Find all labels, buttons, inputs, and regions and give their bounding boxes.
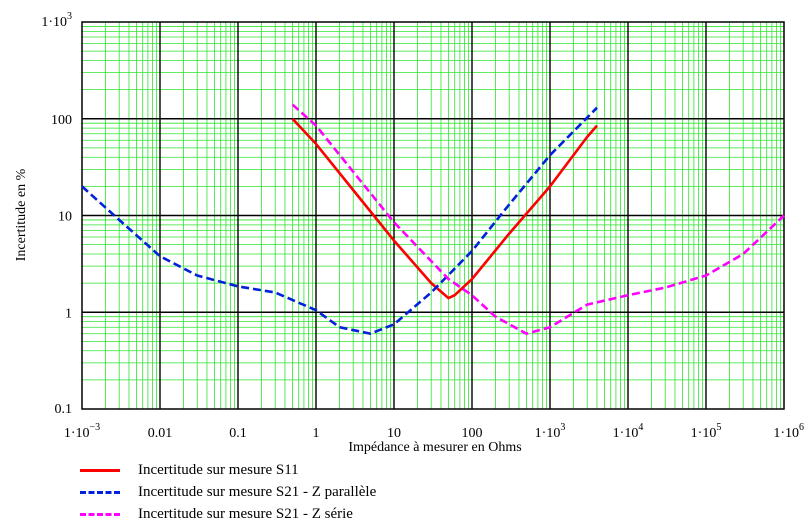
x-tick-label-base: 100 bbox=[462, 426, 483, 441]
x-tick-label: 1·106 bbox=[773, 422, 804, 441]
series-line-0 bbox=[291, 117, 598, 300]
x-tick-label: 10 bbox=[387, 426, 401, 441]
legend-label-s21-series: Incertitude sur mesure S21 - Z série bbox=[138, 505, 353, 522]
x-tick-label: 1 bbox=[313, 426, 320, 441]
x-tick-label-exp: 4 bbox=[638, 422, 643, 433]
x-tick-label-base: 1·10 bbox=[691, 426, 717, 441]
legend-label-s11: Incertitude sur mesure S11 bbox=[138, 461, 299, 478]
x-tick-label: 1·105 bbox=[691, 422, 722, 441]
x-tick-label-base: 1 bbox=[313, 426, 320, 441]
x-tick-label: 1·10−3 bbox=[64, 422, 100, 441]
legend-swatch-s21-parallel bbox=[80, 490, 120, 494]
series-layer bbox=[81, 103, 785, 336]
y-axis-label: Incertitude en % bbox=[14, 168, 29, 261]
legend-item-s11: Incertitude sur mesure S11 bbox=[80, 459, 376, 481]
x-tick-label-base: 1·10 bbox=[535, 426, 561, 441]
y-tick-label-base: 0.1 bbox=[55, 402, 73, 417]
x-tick-label-base: 1·10 bbox=[773, 426, 799, 441]
x-tick-label-base: 1·10 bbox=[64, 426, 90, 441]
x-tick-label: 1·104 bbox=[613, 422, 644, 441]
y-tick-label-base: 1·10 bbox=[41, 15, 67, 30]
x-tick-label: 100 bbox=[462, 426, 483, 441]
y-tick-label: 100 bbox=[51, 113, 72, 128]
legend-item-s21-series: Incertitude sur mesure S21 - Z série bbox=[80, 503, 376, 525]
legend-swatch-s21-series bbox=[80, 512, 120, 516]
x-tick-label: 1·103 bbox=[535, 422, 566, 441]
x-tick-label-exp: 5 bbox=[716, 422, 721, 433]
y-tick-label-base: 10 bbox=[58, 210, 72, 225]
major-grid bbox=[82, 22, 784, 409]
x-axis-label: Impédance à mesurer en Ohms bbox=[348, 440, 521, 455]
x-tick-label-exp: 3 bbox=[560, 422, 565, 433]
x-tick-label-base: 0.1 bbox=[229, 426, 247, 441]
x-tick-label: 0.01 bbox=[148, 426, 173, 441]
x-tick-label-base: 0.01 bbox=[148, 426, 173, 441]
legend-swatch-s11 bbox=[80, 468, 120, 472]
x-tick-labels: 1·10−3 0.01 0.1 1 10 100 1·103 1·104 1·105 1·106 bbox=[64, 422, 804, 441]
y-tick-label-base: 1 bbox=[65, 306, 72, 321]
x-tick-label-exp: 6 bbox=[799, 422, 804, 433]
y-tick-label: 0.1 bbox=[55, 402, 73, 417]
y-tick-labels: 1·103 100 10 1 0.1 bbox=[41, 11, 72, 417]
y-tick-label: 10 bbox=[58, 210, 72, 225]
y-tick-label-base: 100 bbox=[51, 113, 72, 128]
x-tick-label: 0.1 bbox=[229, 426, 247, 441]
legend-item-s21-parallel: Incertitude sur mesure S21 - Z parallèle bbox=[80, 481, 376, 503]
series-line-2 bbox=[291, 103, 785, 336]
legend: Incertitude sur mesure S11 Incertitude s… bbox=[80, 459, 376, 525]
x-tick-label-base: 10 bbox=[387, 426, 401, 441]
y-tick-label: 1·103 bbox=[41, 11, 72, 30]
x-tick-label-exp: −3 bbox=[90, 422, 101, 433]
legend-label-s21-parallel: Incertitude sur mesure S21 - Z parallèle bbox=[138, 483, 377, 500]
y-tick-label: 1 bbox=[65, 306, 72, 321]
y-tick-label-exp: 3 bbox=[67, 11, 72, 22]
x-tick-label-base: 1·10 bbox=[613, 426, 639, 441]
